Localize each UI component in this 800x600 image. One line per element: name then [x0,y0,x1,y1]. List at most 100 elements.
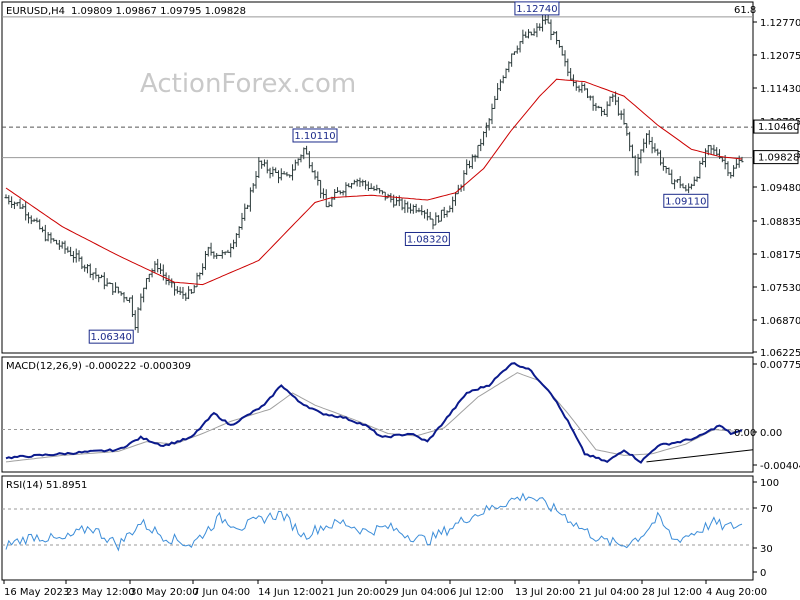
price-bar [687,183,691,194]
price-bar [159,263,163,275]
price-bar [291,164,295,181]
x-tick-label: 7 Jun 04:00 [193,587,250,598]
price-bar [114,282,118,293]
price-bar [83,264,87,272]
price-bar [229,243,233,258]
price-bar [689,183,693,190]
annotation-text: 1.09110 [665,196,706,207]
price-bar [282,171,286,175]
price-bar [726,161,730,177]
price-bar [420,205,424,216]
price-bar [178,286,182,295]
rsi-tick-label: 100 [760,478,779,489]
price-bar [125,296,129,301]
price-bar [220,250,224,259]
price-bar [189,289,193,294]
price-bar [63,240,67,254]
price-bar [175,286,179,294]
price-tick-label: 1.08175 [760,250,800,261]
price-bar [327,201,331,208]
price-bar [260,160,264,169]
price-bar [57,240,61,250]
price-bar [527,29,531,39]
price-bar [43,224,47,242]
price-bar [46,232,50,242]
watermark: ActionForex.com [140,69,356,99]
price-bar [366,181,370,191]
price-bar [532,28,536,36]
price-bar [647,130,651,145]
price-bar [585,88,589,99]
price-bar [122,292,126,303]
price-bar [602,108,606,116]
axes-layer: 1.127701.120751.114301.107851.101251.094… [3,18,800,598]
price-bar [712,144,716,156]
price-bar [644,133,648,149]
price-bar [675,179,679,183]
price-bar [209,242,213,256]
price-bar [262,159,266,167]
price-bar [375,184,379,191]
price-bar [557,39,561,48]
price-bar [490,103,494,125]
price-bar [119,291,123,296]
price-bar [321,188,325,199]
price-bar [215,253,219,259]
price-bar [622,108,626,125]
price-bar [695,176,699,182]
x-tick-label: 21 Jun 20:00 [322,587,386,598]
price-bar [515,45,519,54]
price-bar [614,91,618,106]
price-bar [347,183,351,188]
price-bar [423,210,427,219]
price-bar [246,204,250,210]
price-bar [673,179,677,190]
price-bar [133,310,137,331]
price-bar [428,211,432,220]
price-bar [313,169,317,180]
price-bar [285,171,289,177]
price-bar [18,198,22,209]
price-bar [94,267,98,279]
annotation-text: 1.10110 [294,131,335,142]
x-tick-label: 16 May 2023 [4,587,69,598]
price-bar [698,160,702,179]
macd-tick-label: 0.00 [760,428,782,439]
price-bar [633,155,637,176]
rsi-tick-label: 30 [760,544,773,555]
price-bar [656,148,660,156]
price-annotation: 1.12740 [514,1,560,16]
price-bar [732,165,736,177]
price-bar [358,177,362,188]
macd-layer [2,362,754,464]
price-bar [55,239,59,245]
rsi-line [5,492,743,552]
price-bar [100,274,104,279]
price-bar [333,189,337,200]
price-annotation: 1.06340 [88,329,134,344]
price-bar [330,196,334,208]
price-bar [659,150,663,166]
price-bar [566,58,570,77]
price-bar [445,210,449,218]
price-bar [268,167,272,179]
macd-trendline [646,449,754,463]
price-bar [276,170,280,184]
price-bar [667,167,671,175]
price-bar [636,153,640,177]
price-bar [512,51,516,55]
price-bar [470,154,474,169]
rsi-tick-label: 70 [760,504,773,515]
rsi-panel-frame [1,475,754,581]
price-bar [692,176,696,187]
rsi-layer [2,492,753,552]
annotation-text: 1.08320 [407,234,448,245]
price-bar [521,29,525,45]
price-bar [425,208,429,221]
price-bar [203,251,207,270]
price-bar [344,182,348,198]
macd-panel-frame [1,356,754,473]
price-bar [192,284,196,294]
price-bar [473,154,477,162]
